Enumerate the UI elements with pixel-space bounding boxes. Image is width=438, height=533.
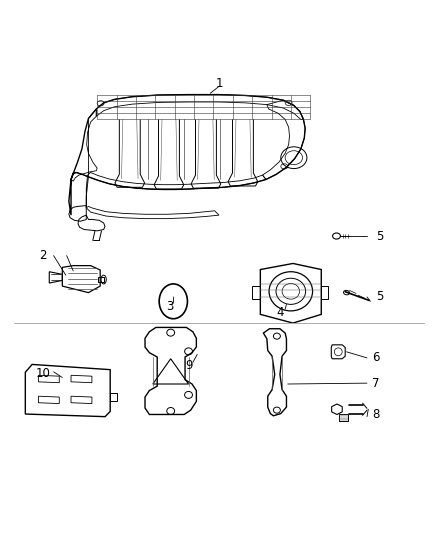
Text: 5: 5 xyxy=(376,230,384,243)
Text: 4: 4 xyxy=(276,306,284,319)
Text: 6: 6 xyxy=(372,351,379,364)
Text: 9: 9 xyxy=(185,359,192,372)
Text: 3: 3 xyxy=(166,300,174,313)
Text: 8: 8 xyxy=(372,408,379,421)
Text: 7: 7 xyxy=(372,377,379,390)
Text: 2: 2 xyxy=(39,249,46,262)
Text: 10: 10 xyxy=(35,367,50,379)
Text: 5: 5 xyxy=(376,290,384,303)
Text: 1: 1 xyxy=(215,77,223,90)
